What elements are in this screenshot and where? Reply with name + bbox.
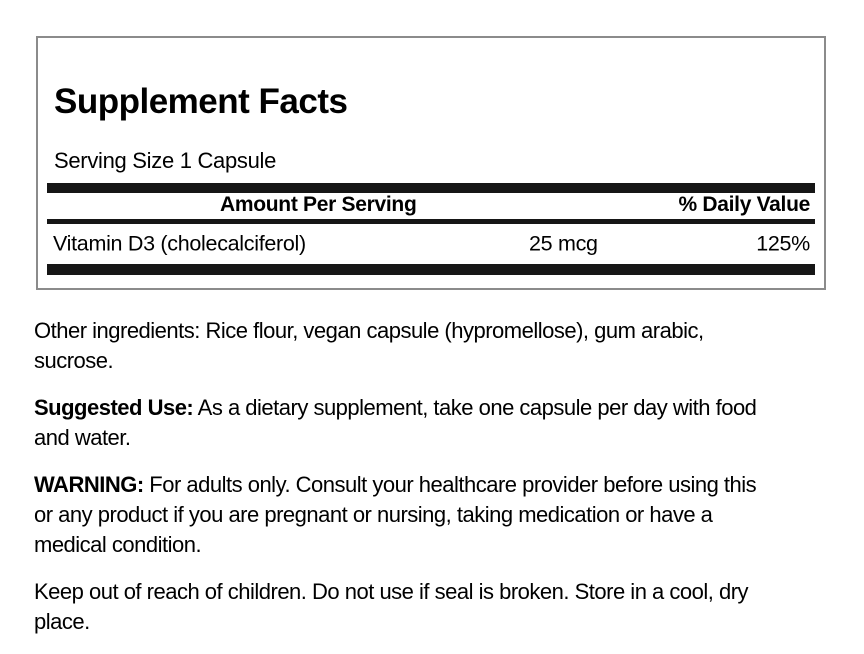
- warning-label: WARNING:: [34, 472, 144, 497]
- daily-value-header: % Daily Value: [678, 193, 810, 216]
- separator-bar-thick-top: [47, 183, 815, 193]
- warning-text: For adults only. Consult your healthcare…: [34, 472, 757, 557]
- nutrient-name: Vitamin D3 (cholecalciferol): [53, 231, 306, 256]
- amount-per-serving-header: Amount Per Serving: [220, 193, 417, 216]
- suggested-use-paragraph: Suggested Use: As a dietary supplement, …: [34, 393, 860, 453]
- table-row: Vitamin D3 (cholecalciferol) 25 mcg 125%: [38, 224, 824, 264]
- supplement-facts-title: Supplement Facts: [54, 82, 348, 121]
- serving-size: Serving Size 1 Capsule: [54, 148, 277, 173]
- label-text-section: Other ingredients: Rice flour, vegan cap…: [34, 316, 860, 654]
- table-header-row: Amount Per Serving % Daily Value: [38, 193, 824, 219]
- separator-bar-medium: [47, 219, 815, 224]
- warning-paragraph: WARNING: For adults only. Consult your h…: [34, 470, 860, 560]
- other-ingredients-text: Other ingredients: Rice flour, vegan cap…: [34, 318, 704, 373]
- nutrient-daily-value: 125%: [756, 231, 810, 256]
- supplement-facts-panel: Supplement Facts Serving Size 1 Capsule …: [36, 36, 826, 290]
- storage-text: Keep out of reach of children. Do not us…: [34, 579, 749, 634]
- suggested-use-label: Suggested Use:: [34, 395, 194, 420]
- storage-paragraph: Keep out of reach of children. Do not us…: [34, 577, 860, 637]
- separator-bar-thick-bottom: [47, 264, 815, 275]
- nutrient-amount: 25 mcg: [529, 231, 598, 256]
- other-ingredients-paragraph: Other ingredients: Rice flour, vegan cap…: [34, 316, 860, 376]
- suggested-use-text: As a dietary supplement, take one capsul…: [34, 395, 757, 450]
